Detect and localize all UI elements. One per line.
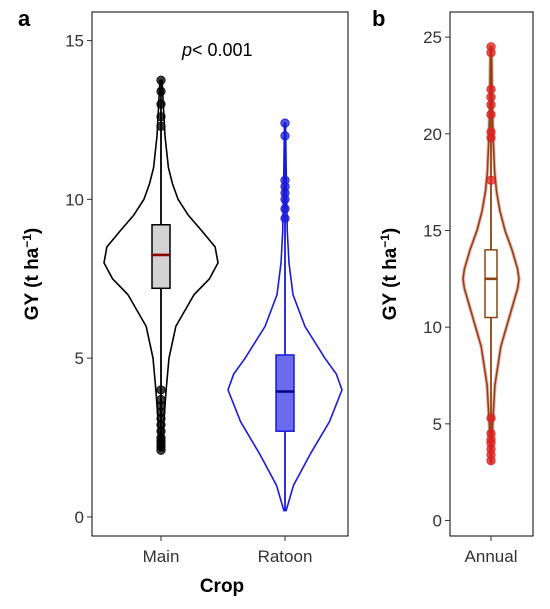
panel-a-y-label-close: ) <box>22 228 43 234</box>
outlier-point <box>486 133 496 143</box>
y-tick-label: 10 <box>423 318 442 337</box>
panel-b-x-axis: Annual <box>465 536 518 566</box>
panel-b-y-label: GY (t ha−1) <box>378 228 401 321</box>
box <box>484 249 498 319</box>
outlier-point <box>486 48 496 58</box>
panel-b-y-label-close: ) <box>380 228 401 234</box>
x-tick-label: Main <box>143 547 180 566</box>
y-tick-label: 15 <box>423 221 442 240</box>
outlier-point <box>486 100 496 110</box>
panel-a-y-label-main: GY (t ha <box>22 247 43 320</box>
panel-a: a 0 5 10 15 Main Ratoon p< 0.001 GY (t ha−1)… <box>18 6 349 597</box>
panel-a-x-label: Crop <box>200 576 244 597</box>
box <box>151 224 171 290</box>
outlier-point <box>486 455 496 466</box>
outlier-point <box>156 121 166 131</box>
panel-b-y-label-main: GY (t ha <box>380 247 401 320</box>
outlier-point <box>486 84 496 94</box>
x-tick-label: Annual <box>465 547 518 566</box>
outlier-point <box>280 194 290 204</box>
annotation-rest: < 0.001 <box>192 40 253 60</box>
y-tick-label: 15 <box>65 32 84 51</box>
panel-a-x-axis: Main Ratoon <box>143 536 313 566</box>
outlier-point <box>156 75 166 85</box>
panel-a-letter: a <box>18 6 31 31</box>
outlier-point <box>486 92 496 102</box>
annotation-italic: p <box>181 40 192 60</box>
panel-b: b 0 5 10 15 20 25 Annual GY (t ha−1) <box>372 6 534 566</box>
panel-b-y-axis: 0 5 10 15 20 25 <box>423 28 450 531</box>
panel-b-letter: b <box>372 6 385 31</box>
box <box>275 354 295 432</box>
outlier-point <box>280 204 290 214</box>
outlier-point <box>156 99 166 109</box>
violin-group-ratoon <box>227 118 343 512</box>
panel-a-annotation: p< 0.001 <box>181 40 253 60</box>
outlier-point <box>280 118 290 128</box>
violin-group-annual <box>461 42 521 466</box>
y-tick-label: 0 <box>433 512 442 531</box>
outlier-point <box>486 109 496 120</box>
outlier-point <box>486 413 496 423</box>
outlier-point <box>156 86 166 96</box>
panel-b-y-label-sup: −1 <box>378 234 392 248</box>
outlier-point <box>486 175 496 185</box>
violin-group-main <box>103 75 219 455</box>
outlier-point <box>156 112 166 122</box>
y-tick-label: 10 <box>65 190 84 209</box>
y-tick-label: 5 <box>75 349 84 368</box>
outlier-point <box>280 131 290 141</box>
panel-a-plot-area <box>91 11 349 537</box>
outlier-point <box>280 213 290 224</box>
y-tick-label: 20 <box>423 125 442 144</box>
x-tick-label: Ratoon <box>258 547 313 566</box>
panel-a-marks <box>103 75 343 512</box>
panel-a-y-label-sup: −1 <box>20 234 34 248</box>
y-tick-label: 25 <box>423 28 442 47</box>
y-tick-label: 0 <box>75 508 84 527</box>
panel-b-marks <box>461 42 521 466</box>
panel-a-y-label: GY (t ha−1) <box>20 228 43 321</box>
outlier-point <box>156 385 166 395</box>
y-tick-label: 5 <box>433 415 442 434</box>
panel-a-y-axis: 0 5 10 15 <box>65 32 92 527</box>
outlier-point <box>156 445 166 455</box>
